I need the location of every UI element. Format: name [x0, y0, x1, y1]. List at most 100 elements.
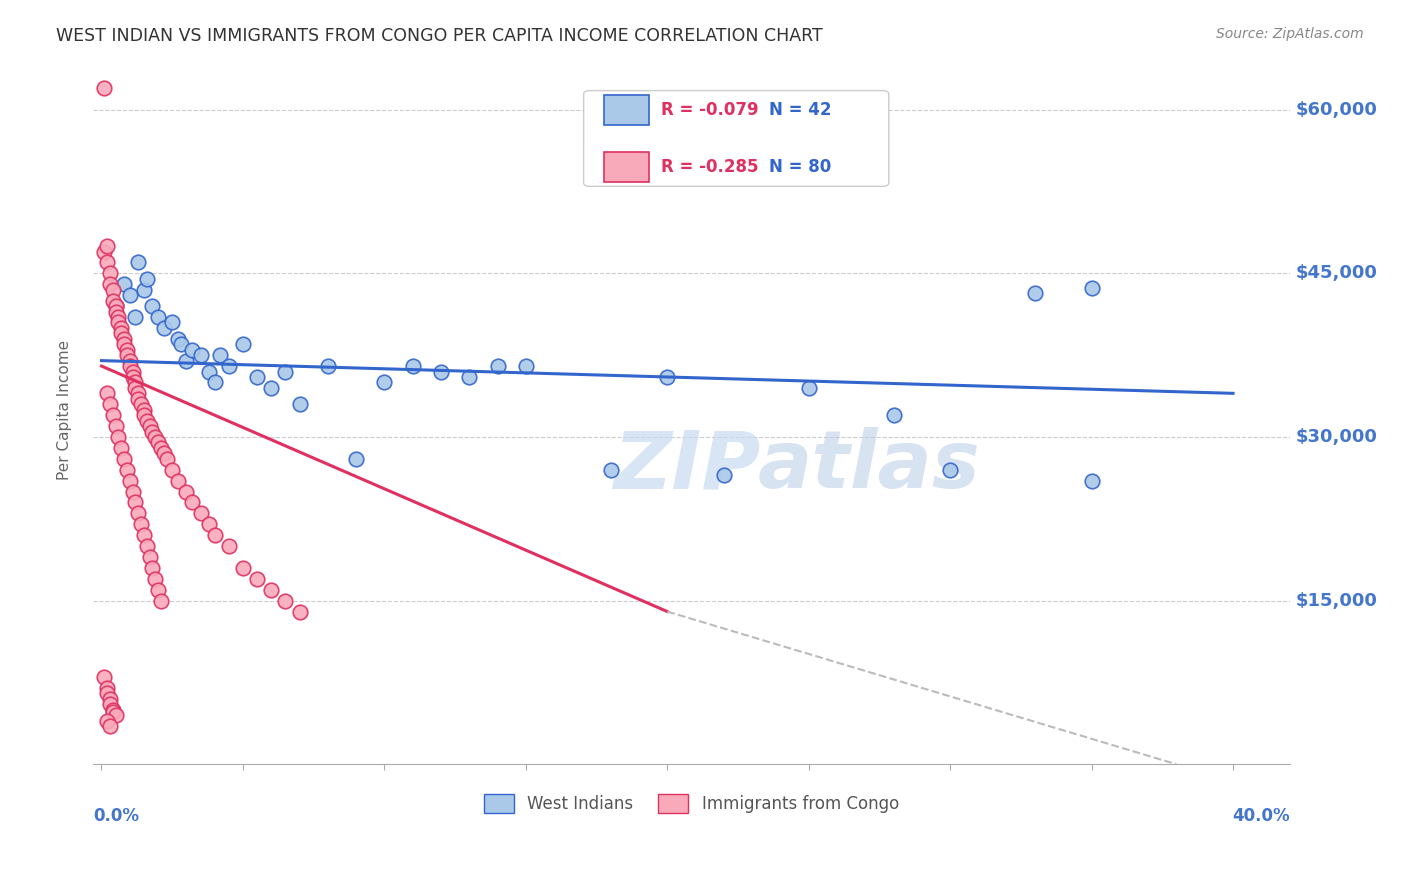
Point [288, 397, 311, 411]
Point [93, 81, 115, 95]
Point [104, 708, 127, 723]
Point [274, 593, 297, 607]
Text: WEST INDIAN VS IMMIGRANTS FROM CONGO PER CAPITA INCOME CORRELATION CHART: WEST INDIAN VS IMMIGRANTS FROM CONGO PER… [56, 27, 823, 45]
Y-axis label: Per Capita Income: Per Capita Income [58, 340, 72, 480]
Point [883, 408, 905, 422]
Point [118, 353, 141, 368]
Point [486, 359, 509, 373]
Point [98, 397, 121, 411]
Point [232, 337, 254, 351]
Point [146, 435, 169, 450]
Point [96, 386, 118, 401]
Point [101, 705, 124, 719]
Point [104, 304, 127, 318]
Point [121, 370, 143, 384]
Point [260, 381, 283, 395]
Point [132, 283, 155, 297]
Text: 0.0%: 0.0% [93, 807, 139, 825]
Point [149, 593, 172, 607]
Point [135, 414, 157, 428]
Point [127, 392, 149, 406]
Point [98, 691, 121, 706]
Point [104, 419, 127, 434]
Point [797, 381, 820, 395]
Point [107, 315, 129, 329]
Point [107, 310, 129, 324]
Point [118, 359, 141, 373]
Text: $30,000: $30,000 [1295, 428, 1378, 446]
Point [344, 451, 367, 466]
Point [98, 719, 121, 733]
Point [146, 582, 169, 597]
Text: $15,000: $15,000 [1295, 591, 1378, 609]
Point [132, 528, 155, 542]
Point [1024, 285, 1046, 300]
Point [149, 441, 172, 455]
Point [110, 441, 132, 455]
Point [246, 572, 269, 586]
Legend: West Indians, Immigrants from Congo: West Indians, Immigrants from Congo [477, 787, 905, 820]
Point [288, 605, 311, 619]
Point [118, 474, 141, 488]
Point [176, 353, 198, 368]
Point [198, 365, 221, 379]
Bar [605, 95, 650, 125]
Point [98, 266, 121, 280]
Text: $45,000: $45,000 [1295, 264, 1378, 283]
Text: $60,000: $60,000 [1295, 101, 1378, 119]
Point [132, 408, 155, 422]
Point [124, 495, 146, 509]
Point [110, 326, 132, 341]
Point [124, 376, 146, 390]
Point [121, 365, 143, 379]
Text: R = -0.079: R = -0.079 [661, 101, 759, 119]
Point [127, 386, 149, 401]
Point [209, 348, 232, 362]
Point [98, 698, 121, 712]
Point [141, 561, 163, 575]
Point [96, 714, 118, 728]
Point [101, 408, 124, 422]
Point [112, 337, 135, 351]
Point [104, 299, 127, 313]
Bar [605, 153, 650, 182]
Point [515, 359, 537, 373]
Point [218, 539, 240, 553]
Point [402, 359, 425, 373]
Point [107, 430, 129, 444]
Point [110, 321, 132, 335]
Point [939, 463, 962, 477]
Point [112, 451, 135, 466]
Point [152, 446, 174, 460]
Point [132, 402, 155, 417]
Point [1080, 280, 1102, 294]
Point [121, 484, 143, 499]
Point [135, 272, 157, 286]
Text: N = 80: N = 80 [769, 158, 831, 177]
Point [204, 376, 226, 390]
Point [190, 507, 212, 521]
Text: Source: ZipAtlas.com: Source: ZipAtlas.com [1216, 27, 1364, 41]
FancyBboxPatch shape [583, 91, 889, 186]
Point [96, 681, 118, 695]
Point [657, 370, 679, 384]
Point [143, 430, 166, 444]
Point [176, 484, 198, 499]
Point [127, 507, 149, 521]
Point [232, 561, 254, 575]
Point [129, 397, 152, 411]
Point [181, 343, 204, 357]
Point [96, 239, 118, 253]
Point [93, 244, 115, 259]
Point [160, 315, 183, 329]
Point [713, 468, 735, 483]
Point [112, 277, 135, 292]
Point [115, 348, 138, 362]
Point [160, 463, 183, 477]
Point [115, 343, 138, 357]
Point [170, 337, 193, 351]
Point [190, 348, 212, 362]
Point [101, 283, 124, 297]
Point [430, 365, 453, 379]
Point [599, 463, 621, 477]
